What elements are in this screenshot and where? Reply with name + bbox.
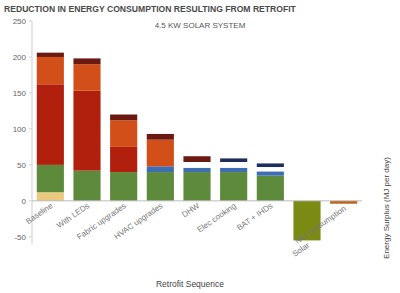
bar-segment (73, 64, 100, 91)
bar-segment (220, 158, 247, 162)
bar-segment (183, 172, 210, 201)
bar-segment (37, 84, 64, 165)
y-tick-label: 150 (13, 89, 27, 98)
x-tick-label: Elec cooking (195, 201, 237, 234)
bar-segment (110, 120, 137, 147)
bar-segment (257, 163, 284, 167)
bar-segment (110, 115, 137, 121)
x-tick-label: BAT + IHDs (235, 201, 274, 232)
bars (37, 53, 357, 241)
bar-segment (147, 172, 174, 201)
bar-segment (257, 167, 284, 171)
bar-segment (257, 176, 284, 201)
bar-segment (37, 57, 64, 84)
x-tick-label: Net consumption (293, 204, 347, 246)
y-tick (29, 56, 32, 57)
bar-segment (183, 162, 210, 168)
bar-segment (147, 166, 174, 172)
x-tick-label: HVAC upgrades (112, 201, 164, 241)
bar-segment (37, 165, 64, 192)
chart: REDUCTION IN ENERGY CONSUMPTION RESULTIN… (0, 0, 400, 293)
bar-segment (220, 162, 247, 168)
y-tick (29, 236, 32, 237)
y-axis-line (32, 21, 33, 244)
bar-segment (73, 58, 100, 64)
title: REDUCTION IN ENERGY CONSUMPTION RESULTIN… (4, 4, 297, 14)
bar-segment (110, 172, 137, 201)
bar-segment (220, 168, 247, 172)
y-tick (29, 164, 32, 165)
y-tick (29, 21, 32, 22)
bar-segment (257, 171, 284, 175)
y-tick-label: 200 (13, 53, 27, 62)
bar-segment (73, 171, 100, 201)
zero-line (32, 200, 362, 201)
x-axis-label: Retrofit Sequence (156, 279, 224, 289)
bar-segment (147, 134, 174, 140)
y-tick (29, 128, 32, 129)
y-tick-label: 100 (13, 125, 27, 134)
x-tick-label: DHW (180, 201, 201, 220)
bar-segment (220, 172, 247, 201)
bar-segment (183, 168, 210, 172)
subtitle: 4.5 KW SOLAR SYSTEM (155, 21, 246, 30)
y-tick-label: 50 (17, 161, 26, 170)
y-tick-label: -50 (14, 233, 26, 242)
bar-segment (37, 192, 64, 201)
y-tick (29, 92, 32, 93)
bar-segment (37, 53, 64, 57)
y-tick-label: 0 (22, 197, 27, 206)
y-axis-label: Energy Surplus (MJ per day) (382, 157, 391, 259)
y-tick (29, 200, 32, 201)
bar-segment (110, 147, 137, 172)
bar-segment (147, 140, 174, 167)
bar-segment (183, 156, 210, 162)
bar-segment (73, 91, 100, 171)
y-tick-label: 250 (13, 17, 27, 26)
x-tick-label: Baseline (24, 201, 55, 226)
